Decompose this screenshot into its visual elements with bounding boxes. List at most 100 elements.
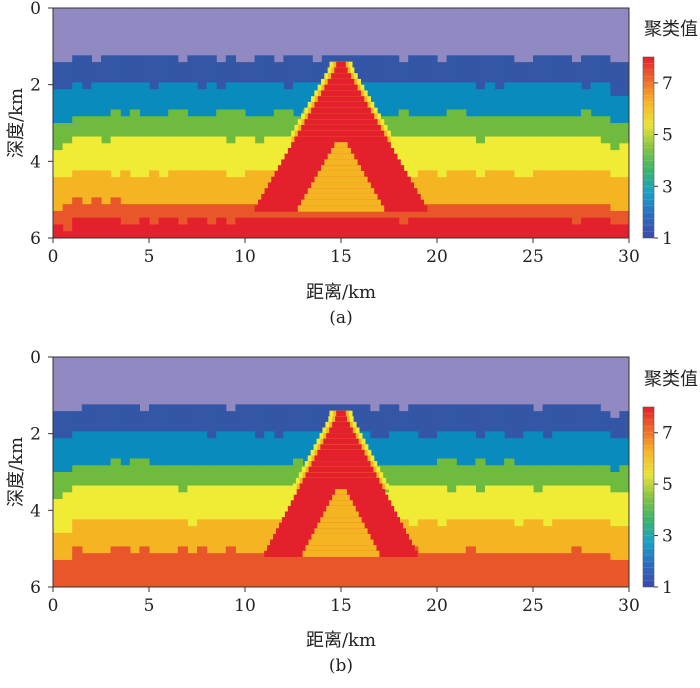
cell-layer-1: [389, 357, 400, 405]
cell-layer-1: [283, 357, 294, 405]
cell-layer-3: [283, 89, 294, 111]
cell-layer-7: [293, 553, 304, 587]
cell-layer-2: [81, 404, 92, 433]
cell-layer-3: [465, 82, 476, 117]
colorbar-tick-label: 5: [662, 126, 673, 146]
cell-layer-1: [341, 357, 352, 405]
cell-layer-5: [235, 136, 246, 178]
cell-layer-4: [427, 465, 438, 487]
cell-layer-7: [177, 204, 188, 226]
cell-layer-6: [619, 177, 629, 212]
cell-layer-7: [504, 553, 515, 587]
cell-layer-2: [369, 55, 380, 84]
cell-layer-6: [110, 177, 121, 199]
cell-layer-1: [273, 357, 284, 405]
cell-layer-6: [571, 170, 582, 205]
cell-layer-4: [254, 116, 265, 144]
colorbar-tick-label: 7: [662, 74, 673, 94]
cell-layer-8: [398, 224, 409, 238]
cell-layer-6: [187, 526, 198, 554]
cell-layer-1: [110, 8, 121, 56]
cell-layer-2: [542, 55, 553, 84]
cell-layer-5: [456, 485, 467, 520]
cell-layer-3: [619, 438, 629, 466]
cell-layer-1: [91, 8, 102, 63]
cell-layer-2: [293, 404, 304, 433]
colorbar-tick-label: 3: [662, 527, 673, 547]
panel-tag: (a): [329, 308, 352, 328]
cell-layer-3: [245, 82, 256, 117]
cell-layer-7: [283, 553, 294, 587]
cell-layer-1: [369, 8, 380, 56]
cell-layer-3: [177, 431, 188, 466]
cell-layer-7: [427, 553, 438, 587]
cell-layer-6: [456, 170, 467, 205]
cell-layer-4: [523, 465, 534, 487]
anomaly-core: [327, 153, 355, 161]
cell-layer-5: [139, 136, 150, 178]
cell-layer-3: [62, 438, 73, 473]
y-tick-label: 6: [30, 229, 41, 249]
cell-layer-8: [379, 217, 390, 238]
cell-layer-2: [504, 55, 515, 84]
cell-layer-6: [62, 532, 73, 561]
cell-layer-2: [581, 404, 592, 433]
cell-layer-2: [245, 404, 256, 433]
cell-layer-1: [72, 8, 83, 56]
cell-layer-7: [62, 559, 73, 587]
cell-layer-1: [600, 357, 611, 412]
cell-layer-5: [91, 136, 102, 171]
cell-layer-7: [139, 546, 150, 587]
cell-layer-5: [494, 136, 505, 171]
anomaly-core: [307, 188, 375, 195]
anomaly-core: [301, 199, 381, 207]
cell-layer-8: [312, 217, 323, 238]
cell-layer-7: [321, 553, 332, 587]
cell-layer-1: [389, 8, 400, 56]
cell-layer-5: [158, 136, 169, 178]
cell-layer-7: [542, 204, 553, 219]
cell-layer-1: [331, 357, 342, 405]
cell-layer-1: [437, 8, 448, 63]
cell-layer-1: [206, 357, 217, 405]
cell-layer-4: [254, 465, 265, 487]
cell-layer-6: [245, 519, 256, 554]
anomaly-core: [334, 142, 348, 149]
cell-layer-2: [197, 55, 208, 90]
cell-layer-6: [456, 519, 467, 554]
cell-layer-5: [475, 143, 486, 178]
cell-layer-4: [389, 465, 400, 487]
cell-layer-2: [475, 404, 486, 439]
cell-layer-2: [101, 55, 112, 84]
cell-layer-2: [321, 404, 332, 433]
cell-layer-8: [513, 217, 524, 238]
cell-layer-2: [446, 404, 457, 433]
cell-layer-6: [216, 519, 227, 554]
cell-layer-4: [513, 116, 524, 138]
cell-layer-7: [177, 546, 188, 587]
cell-layer-3: [110, 431, 121, 460]
cell-layer-3: [197, 89, 208, 117]
cell-layer-8: [552, 217, 563, 238]
cell-layer-1: [225, 357, 236, 412]
cell-layer-2: [302, 55, 313, 84]
cell-layer-5: [408, 485, 419, 527]
cell-layer-1: [321, 8, 332, 56]
cell-layer-3: [81, 89, 92, 117]
cell-layer-1: [609, 8, 620, 63]
cell-layer-8: [427, 217, 438, 238]
cell-layer-7: [437, 553, 448, 587]
x-tick-label: 0: [48, 596, 59, 616]
cell-layer-4: [475, 458, 486, 493]
cell-layer-3: [581, 89, 592, 111]
cell-layer-5: [494, 485, 505, 520]
cell-layer-2: [379, 404, 390, 439]
cell-layer-7: [581, 204, 592, 219]
cell-layer-8: [91, 217, 102, 238]
cell-layer-2: [456, 404, 467, 433]
cell-layer-7: [245, 553, 256, 587]
cell-layer-6: [225, 177, 236, 205]
cell-layer-1: [273, 8, 284, 63]
cell-layer-6: [446, 519, 457, 554]
cell-layer-8: [264, 217, 275, 238]
